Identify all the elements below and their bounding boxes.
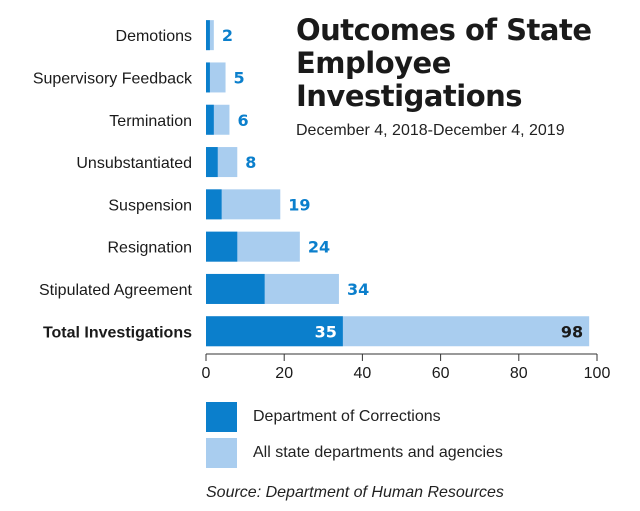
legend-swatch-all bbox=[206, 438, 237, 468]
bar-corrections-total-investigations bbox=[206, 316, 343, 347]
category-label-unsubstantiated: Unsubstantiated bbox=[76, 155, 192, 172]
category-label-stipulated-agreement: Stipulated Agreement bbox=[39, 282, 193, 299]
chart-title: Outcomes of State Employee Investigation… bbox=[296, 13, 592, 113]
bar-corrections-suspension bbox=[206, 189, 222, 220]
chart-subtitle: December 4, 2018-December 4, 2019 bbox=[296, 122, 565, 139]
x-tick-label-80: 80 bbox=[510, 365, 528, 382]
value-label-stipulated-agreement: 34 bbox=[347, 280, 369, 299]
value-label-total-corrections: 35 bbox=[315, 322, 337, 341]
title-block: Outcomes of State Employee Investigation… bbox=[296, 14, 626, 140]
legend-item-all: All state departments and agencies bbox=[206, 438, 503, 468]
category-label-termination: Termination bbox=[109, 113, 192, 130]
category-label-demotions: Demotions bbox=[116, 28, 192, 45]
value-label-resignation: 24 bbox=[308, 238, 330, 257]
x-tick-label-0: 0 bbox=[202, 365, 211, 382]
x-tick-label-100: 100 bbox=[584, 365, 611, 382]
legend: Department of Corrections All state depa… bbox=[206, 402, 503, 474]
x-tick-label-40: 40 bbox=[354, 365, 372, 382]
bar-corrections-unsubstantiated bbox=[206, 147, 218, 178]
value-label-termination: 6 bbox=[237, 111, 248, 130]
legend-swatch-corrections bbox=[206, 402, 237, 432]
bar-corrections-supervisory-feedback bbox=[206, 62, 210, 93]
x-tick-label-60: 60 bbox=[432, 365, 450, 382]
bar-corrections-resignation bbox=[206, 231, 238, 262]
legend-item-corrections: Department of Corrections bbox=[206, 402, 503, 432]
source-note: Source: Department of Human Resources bbox=[206, 484, 504, 501]
category-label-suspension: Suspension bbox=[108, 197, 192, 214]
bar-all-supervisory-feedback bbox=[206, 62, 226, 93]
bar-corrections-stipulated-agreement bbox=[206, 273, 265, 304]
legend-label-all: All state departments and agencies bbox=[253, 444, 503, 461]
category-label-supervisory-feedback: Supervisory Feedback bbox=[33, 70, 193, 87]
bar-chart: Demotions 2 Supervisory Feedback 5 Terminati… bbox=[33, 20, 611, 382]
value-label-suspension: 19 bbox=[288, 195, 310, 214]
value-label-unsubstantiated: 8 bbox=[245, 153, 256, 172]
category-label-resignation: Resignation bbox=[108, 240, 193, 257]
bar-corrections-demotions bbox=[206, 20, 210, 51]
value-label-demotions: 2 bbox=[222, 26, 233, 45]
value-label-total-all: 98 bbox=[561, 322, 583, 341]
legend-label-corrections: Department of Corrections bbox=[253, 408, 441, 425]
bar-corrections-termination bbox=[206, 104, 214, 135]
x-tick-label-20: 20 bbox=[275, 365, 293, 382]
value-label-supervisory-feedback: 5 bbox=[234, 68, 245, 87]
category-label-total-investigations: Total Investigations bbox=[43, 324, 192, 341]
